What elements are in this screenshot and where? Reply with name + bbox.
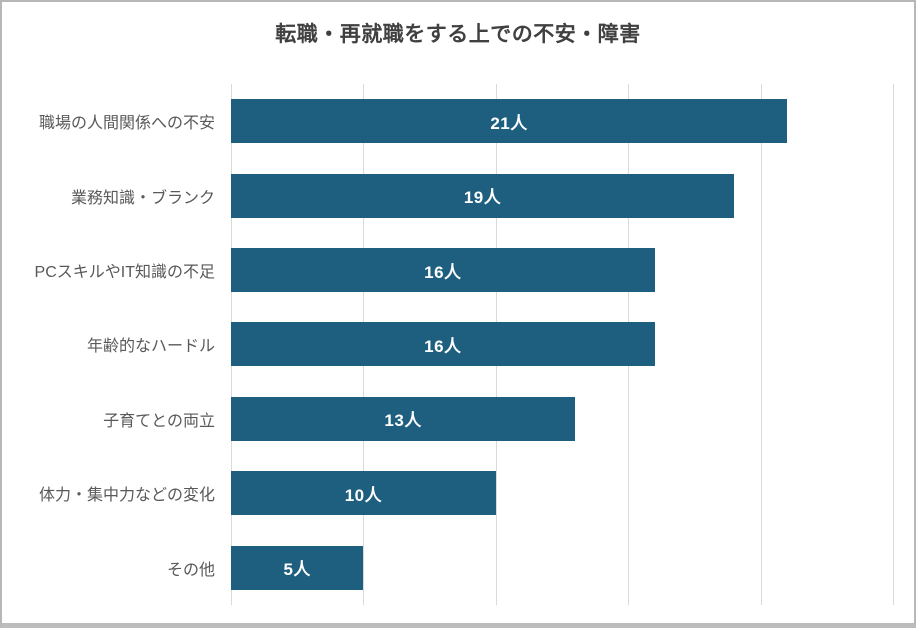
bar: 13人 <box>231 396 576 441</box>
category-label: 業務知識・ブランク <box>70 189 215 207</box>
value-label: 19人 <box>463 188 502 208</box>
bar: 16人 <box>231 322 655 367</box>
plot-area: 職場の人間関係への不安 21人業務知識・ブランク 19人 PCスキルやIT知識の不足 1… <box>35 84 894 605</box>
value-label: 21人 <box>490 113 528 133</box>
value-label: 16人 <box>424 336 462 356</box>
category-label: 体力・集中力などの変化 <box>38 487 215 505</box>
value-label: 13人 <box>384 411 422 431</box>
value-label: 5人 <box>283 560 311 580</box>
bar-rows: 職場の人間関係への不安 21人業務知識・ブランク 19人 PCスキルやIT知識の不足 1… <box>35 84 893 605</box>
bar-row: 体力・集中力などの変化 10人 <box>39 456 893 530</box>
category-label: PCスキルやIT知識の不足 <box>34 264 215 282</box>
bar-row: 年齢的なハードル 16人 <box>87 307 893 381</box>
category-label: 子育てとの両立 <box>103 412 215 430</box>
bar-row: 業務知識・ブランク 19人 <box>71 158 893 232</box>
category-label: 職場の人間関係への不安 <box>38 115 215 133</box>
bar: 5人 <box>231 545 364 590</box>
category-label: 年齢的なハードル <box>86 338 215 356</box>
bar: 10人 <box>231 471 496 516</box>
value-label: 16人 <box>424 262 462 282</box>
gridline <box>893 84 894 605</box>
category-label: その他 <box>166 561 215 579</box>
bar-row: その他 5人 <box>167 531 893 605</box>
gridline <box>760 84 762 605</box>
chart-title: 転職・再就職をする上での不安・障害 <box>275 23 641 46</box>
bar: 21人 <box>231 99 788 144</box>
bar: 19人 <box>231 173 735 218</box>
value-label: 10人 <box>344 485 383 505</box>
bar: 16人 <box>231 248 655 293</box>
bar-row: 子育てとの両立 13人 <box>103 382 893 456</box>
bar-row: 職場の人間関係への不安 21人 <box>39 84 893 158</box>
bar-row: PCスキルやIT知識の不足 16人 <box>35 233 893 307</box>
